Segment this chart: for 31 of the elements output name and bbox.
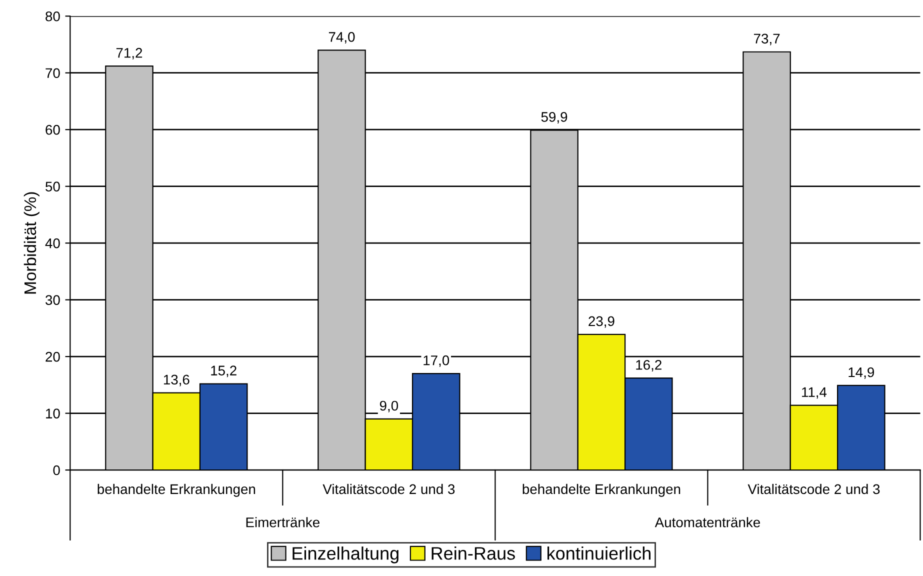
legend-label: Einzelhaltung [292, 546, 398, 564]
text: Automatentränke [654, 517, 760, 528]
y-tick-label: 20 [46, 352, 60, 362]
x-tick-label: Vitalitätscode 2 und 3 [322, 484, 455, 494]
legend-label: kontinuierlich [548, 546, 650, 560]
y-tick-label: 40 [45, 238, 60, 248]
data-label: 9,0 [380, 400, 398, 412]
data-label: 17,0 [424, 355, 450, 367]
data-label: 16,2 [636, 360, 662, 372]
data-label: 71,2 [116, 48, 142, 60]
y-axis-title: Morbidität (%) [24, 192, 40, 294]
x-tick-label: Vitalitätscode 2 und 3 [748, 484, 880, 494]
y-tick-label: 70 [46, 68, 60, 78]
data-label: 11,4 [802, 387, 827, 399]
y-tick-label: 60 [46, 124, 60, 135]
y-tick-label: 10 [46, 408, 60, 418]
x-tick-label: behandelte Erkrankungen [522, 484, 680, 497]
data-label: 15,2 [211, 366, 236, 378]
data-label: 13,6 [164, 374, 190, 386]
legend-label: Rein-Raus [432, 546, 515, 560]
text: Eimertränke [246, 517, 320, 528]
y-tick-label: 30 [46, 295, 60, 305]
y-tick-label: 50 [46, 182, 60, 192]
data-label: 59,9 [541, 112, 568, 124]
data-label: 73,7 [754, 34, 780, 46]
x-tick-label: behandelte Erkrankungen [98, 484, 256, 497]
data-label: 74,0 [328, 32, 355, 44]
data-label: 23,9 [588, 316, 614, 328]
y-tick-label: 0 [53, 465, 60, 476]
data-label: 14,9 [848, 367, 874, 379]
y-tick-label: 80 [46, 11, 60, 22]
